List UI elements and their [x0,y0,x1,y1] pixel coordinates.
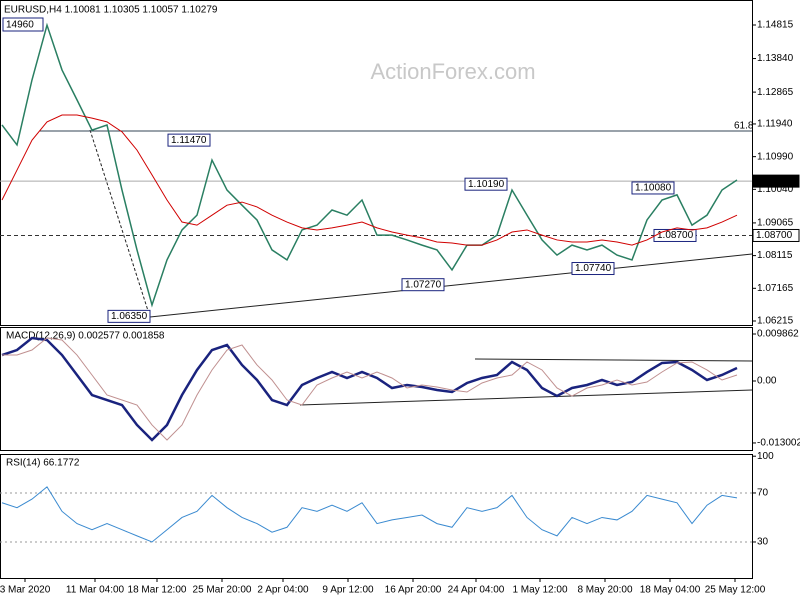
series-line [1,114,738,246]
annotation: 1.10080 [635,183,672,194]
annotation: 1.06350 [111,311,148,322]
annotation-box [571,262,615,276]
y-tick-label: 1.10990 [757,151,794,162]
macd-top [474,358,753,362]
x-tick-label: 9 Apr 12:00 [322,585,374,596]
annotation-box [107,309,151,323]
high-box [2,17,44,32]
y-tick-label: 0.00 [757,376,777,387]
annotation: 1.07740 [575,263,612,274]
annotation-box [401,278,445,292]
panel-frame [0,0,753,326]
series-line [1,22,738,308]
panel-frame [0,327,753,451]
y-tick-label: 1.09065 [757,218,794,229]
y-tick-label: 1.10040 [757,184,794,195]
x-tick-label: 1 May 12:00 [512,585,567,596]
annotation-box [631,181,675,195]
x-tick-label: 11 Mar 04:00 [66,585,125,596]
y-tick-label: 0.009862 [757,329,799,340]
x-tick-label: 25 Mar 20:00 [193,585,252,596]
series-line [1,486,738,543]
trend-line [149,253,753,318]
y-tick-label: 100 [757,451,774,462]
x-tick-label: 25 May 12:00 [705,585,766,596]
annotation-box [167,133,211,147]
high-label: 14960 [6,20,34,31]
annotation: 1.08700 [657,230,694,241]
x-tick-label: 2 Apr 04:00 [257,585,309,596]
y-tick-label: 1.07165 [757,283,794,294]
x-tick-label: 18 Mar 12:00 [128,585,187,596]
header: EURUSD,H4 1.10081 1.10305 1.10057 1.1027… [4,5,218,16]
y-tick-label: -0.013002 [757,438,800,449]
annotation-box [464,177,508,191]
x-tick-label: 16 Apr 20:00 [385,585,442,596]
fall-line [89,129,151,318]
y-tick-label: 1.08115 [757,250,793,261]
level-tag [752,228,800,242]
annotation: 1.10190 [468,179,505,190]
panel-title: MACD(12,26,9) 0.002577 0.001858 [6,331,165,342]
macd-trend [299,389,753,406]
level-label: 1.10279 [756,176,793,187]
level-tag [752,174,800,188]
x-tick-label: 3 Mar 2020 [0,585,51,596]
annotation-box [653,228,697,242]
panel-frame [0,454,753,579]
x-tick-label: 24 Apr 04:00 [448,585,505,596]
annotation: 1.07270 [405,279,442,290]
y-tick-label: 1.13840 [757,53,794,64]
annotation: 1.11470 [171,135,207,146]
y-tick-label: 30 [757,537,769,548]
fib-label: 61.8 [734,121,754,132]
level-label: 1.08700 [756,230,793,241]
x-tick-label: 18 May 04:00 [640,585,701,596]
y-tick-label: 1.12865 [757,87,794,98]
y-tick-label: 1.06215 [757,316,794,327]
y-tick-label: 1.11940 [757,119,793,130]
x-tick-label: 8 May 20:00 [577,585,632,596]
watermark: ActionForex.com [370,59,535,84]
panel-title: RSI(14) 66.1772 [6,458,80,469]
series-line [2,337,738,441]
y-tick-label: 70 [757,488,769,499]
y-tick-label: 1.14815 [757,20,794,31]
